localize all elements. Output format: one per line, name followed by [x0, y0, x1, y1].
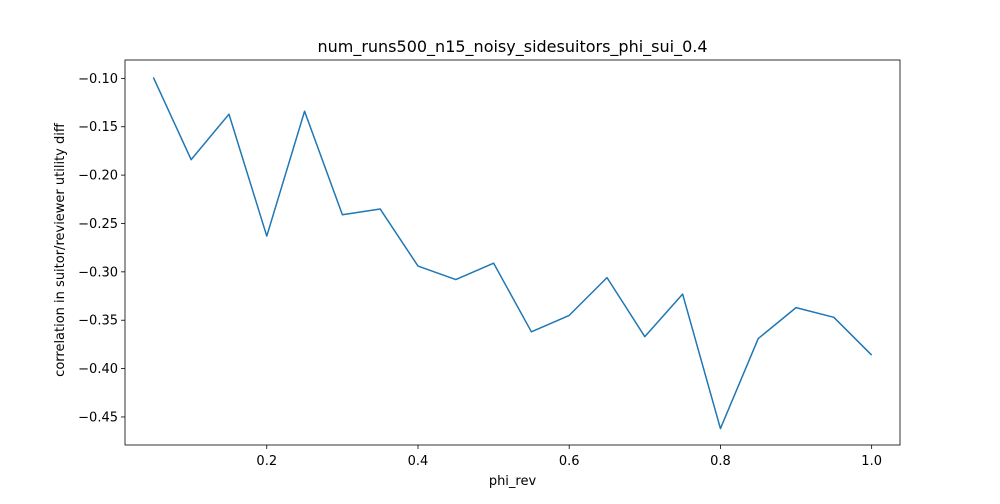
x-tick-label: 0.8: [710, 454, 731, 469]
y-tick-label: −0.25: [78, 217, 118, 232]
y-tick-label: −0.35: [78, 314, 118, 329]
x-axis-label: phi_rev: [489, 474, 537, 489]
chart-title: num_runs500_n15_noisy_sidesuitors_phi_su…: [317, 37, 707, 57]
y-tick-label: −0.10: [78, 72, 118, 87]
y-tick-label: −0.15: [78, 120, 118, 135]
y-tick-label: −0.20: [78, 169, 118, 184]
y-tick-label: −0.30: [78, 265, 118, 280]
x-tick-label: 0.2: [256, 454, 277, 469]
y-tick-label: −0.40: [78, 362, 118, 377]
x-tick-label: 0.4: [408, 454, 429, 469]
plot-frame: [124, 59, 901, 446]
y-tick-label: −0.45: [78, 410, 118, 425]
plot-area: 0.2 0.4 0.6 0.8 1.0 −0.10 −0.15 −0.20 −0.25 −0.30…: [78, 59, 901, 469]
y-axis-label: correlation in suitor/reviewer utility d…: [53, 122, 68, 377]
x-tick-label: 1.0: [861, 454, 882, 469]
series-line-0: [152, 77, 873, 430]
x-tick-label: 0.6: [559, 454, 580, 469]
